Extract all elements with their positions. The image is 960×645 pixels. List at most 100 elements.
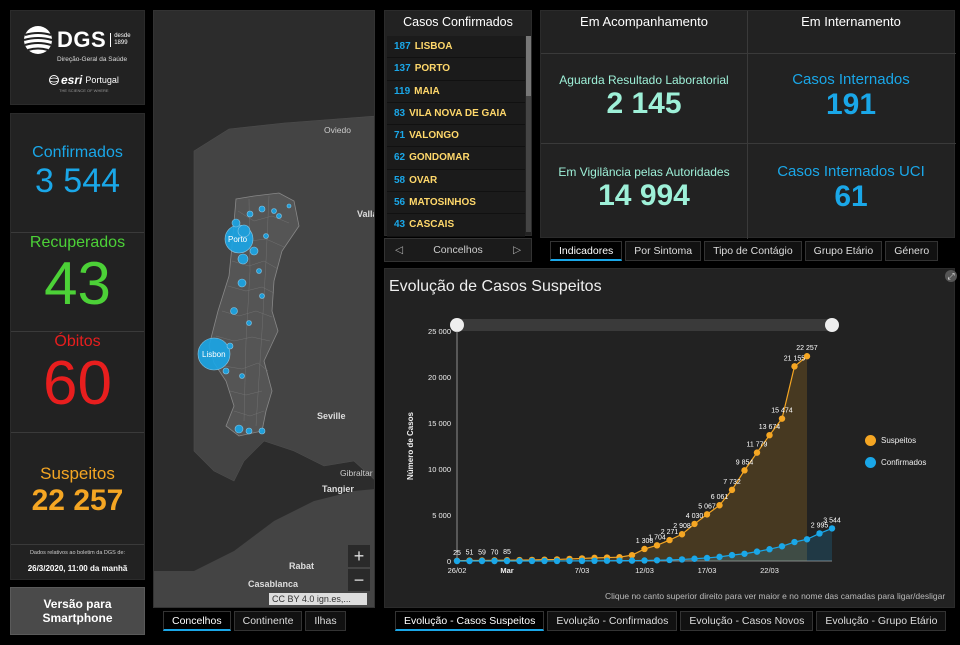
tab-concelhos[interactable]: Concelhos [163,611,231,631]
data-point [766,431,773,439]
awaiting-label: Aguarda Resultado Laboratorial [559,73,729,87]
data-point [778,543,786,550]
x-tick-label: 7/03 [575,566,590,575]
y-axis-label: Número de Casos [406,411,415,480]
esri-globe-icon [49,75,59,85]
hospitalized-cases: Casos Internados 191 [748,71,954,121]
data-label: 1 704 [648,534,666,541]
chart-canvas[interactable]: 0 5 000 10 000 15 000 20 000 25 000 26/02 Mar 7/… [385,269,956,609]
data-point [741,550,748,557]
data-point [591,557,598,565]
map-label-valla: Valla [357,209,374,219]
scrollbar-thumb[interactable] [526,36,531,96]
tab-evolucao-suspeitos[interactable]: Evolução - Casos Suspeitos [395,611,545,631]
tab-continente[interactable]: Continente [233,611,303,631]
map-attribution[interactable]: CC BY 4.0 ign.es,... [269,593,367,605]
data-label: 2 271 [661,529,679,536]
data-point [566,557,573,565]
map-label-casablanca: Casablanca [248,579,299,589]
suspected-stat: Suspeitos 22 257 [11,464,144,516]
chart-panel: 0 5 000 10 000 15 000 20 000 25 000 26/02 Mar 7/… [384,268,955,608]
tab-por-sintoma[interactable]: Por Sintoma [625,241,702,261]
data-label: 5 067 [698,503,716,510]
divider [11,232,144,233]
list-item[interactable]: 43 CASCAIS [387,214,525,237]
range-slider-handle-right [825,318,839,332]
list-item[interactable]: 119 MAIA [387,80,525,103]
list-item[interactable]: 58 OVAR [387,169,525,193]
legend-confirmed[interactable]: Confirmados [865,457,926,468]
list-item[interactable]: 71 VALONGO [387,125,525,148]
data-point [528,557,536,565]
brand-subtitle: Direção-Geral da Saúde [57,56,128,63]
tab-evolucao-confirmados[interactable]: Evolução - Confirmados [547,611,678,631]
data-point [641,557,648,564]
legend-suspected[interactable]: Suspeitos [865,435,916,446]
data-point [578,557,586,565]
divider [747,11,748,239]
confirmed-label: Confirmados [32,144,123,161]
x-tick-label: 12/03 [635,566,654,575]
awaiting-lab-result: Aguarda Resultado Laboratorial 2 145 [541,73,747,120]
expand-icon[interactable]: ⤢ [945,270,957,282]
cases-list: 187 LISBOA 137 PORTO 119 MAIA 83 VILA NOVA D… [387,36,525,237]
divider [541,143,956,144]
divider [11,331,144,332]
indicators-panel: Em Acompanhamento Em Internamento Aguard… [540,10,956,239]
chart-title: Evolução de Casos Suspeitos [389,278,602,295]
data-point [791,363,798,370]
data-point [691,520,698,528]
range-slider-handle-left [450,318,464,332]
data-point [728,486,736,494]
tab-genero[interactable]: Género [885,241,939,261]
legend-dot [865,435,876,446]
list-item[interactable]: 137 PORTO [387,58,525,81]
map-label-tangier: Tangier [322,484,354,494]
list-scrollbar[interactable] [526,36,531,232]
tab-tipo-contagio[interactable]: Tipo de Contágio [704,241,802,261]
data-point [616,557,623,564]
list-item[interactable]: 62 GONDOMAR [387,147,525,170]
tab-grupo-etario[interactable]: Grupo Etário [804,241,883,261]
confirmed-stat: Confirmados 3 544 [11,144,144,198]
data-label: 2 995 [811,522,829,529]
esri-tagline: THE SCIENCE OF WHERE [59,88,109,93]
data-point [453,557,461,565]
deaths-value: 60 [43,349,112,418]
tab-ilhas[interactable]: Ilhas [305,611,346,631]
data-label: 15 474 [771,408,793,415]
data-point [666,556,673,564]
data-point [516,557,523,565]
map-view[interactable]: Oviedo Valla Porto Lisbon Seville Gibral… [153,10,375,608]
data-point [728,551,736,559]
monitoring-header: Em Acompanhamento [580,14,708,29]
icu-label: Casos Internados UCI [777,163,925,180]
data-point [803,353,811,360]
list-item[interactable]: 83 VILA NOVA DE GAIA [387,102,525,126]
list-item[interactable]: 56 MATOSINHOS [387,192,525,215]
icu-value: 61 [834,180,868,213]
list-item[interactable]: 187 LISBOA [387,36,525,59]
x-tick-label: Mar [500,566,513,575]
divider [541,53,956,54]
smartphone-version-button[interactable]: Versão para Smartphone [10,587,145,635]
globe-icon [23,26,53,54]
next-arrow-icon[interactable]: ▷ [512,244,522,256]
list-navigator: ◁ Concelhos ▷ [384,238,532,262]
data-point [478,557,486,565]
tab-evolucao-grupo-etario[interactable]: Evolução - Grupo Etário [816,611,947,631]
range-slider-track [457,319,832,331]
tab-indicadores[interactable]: Indicadores [550,241,623,261]
bulletin-note: Dados relativos ao boletim da DGS de: [29,550,126,556]
data-point [753,548,761,555]
recovered-label: Recuperados [29,234,126,251]
chart-note: Clique no canto superior direito para ve… [605,591,946,601]
data-point [703,554,711,562]
zoom-out-button[interactable]: − [347,568,371,592]
tab-evolucao-novos[interactable]: Evolução - Casos Novos [680,611,814,631]
prev-arrow-icon[interactable]: ◁ [394,244,404,256]
data-label: 11 779 [747,442,768,449]
recovered-stat: Recuperados 43 [11,234,144,314]
zoom-in-button[interactable]: + [347,544,371,568]
hospitalized-label: Casos Internados [792,71,910,88]
